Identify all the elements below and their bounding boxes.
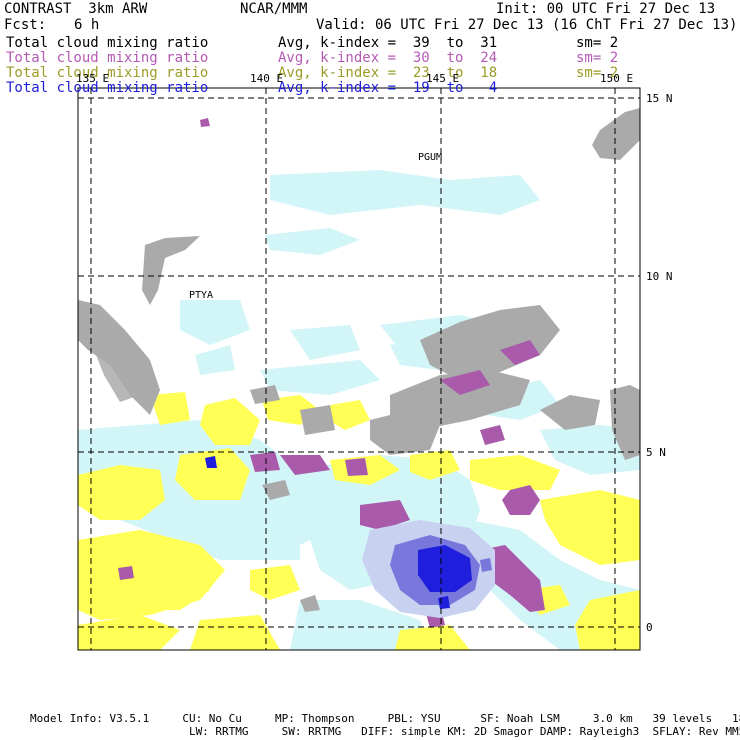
org-label: NCAR/MMM — [240, 1, 308, 17]
cloud-yellow-layer — [78, 392, 640, 650]
lat-label-0: 0 — [646, 621, 653, 634]
legend-field-2: Total cloud mixing ratio — [6, 50, 209, 66]
legend-sm-3: sm= 2 — [576, 65, 619, 81]
legend-stat-2: Avg, k-index = 30 to 24 — [278, 50, 498, 66]
lat-label-15n: 15 N — [646, 92, 673, 105]
station-pgum: PGUM — [418, 152, 443, 163]
cloud-blue-core — [205, 456, 495, 618]
legend-stat-3: Avg, k-index = 23 to 18 — [278, 65, 498, 81]
station-ptya: PTYA — [189, 290, 214, 301]
lon-label-135e: 135 E — [76, 72, 110, 85]
valid-time: Valid: 06 UTC Fri 27 Dec 13 (16 ChT Fri … — [316, 17, 738, 33]
legend-stat-4: Avg, k-index = 19 to 4 — [278, 80, 498, 96]
forecast-hour: 6 h — [74, 17, 100, 33]
init-time: Init: 00 UTC Fri 27 Dec 13 — [496, 1, 716, 17]
lon-label-145e: 145 E — [426, 72, 460, 85]
legend-field-1: Total cloud mixing ratio — [6, 35, 209, 51]
legend-field-4: Total cloud mixing ratio — [6, 80, 209, 96]
forecast-label: Fcst: — [4, 17, 47, 33]
lat-label-10n: 10 N — [646, 270, 673, 283]
lon-label-150e: 150 E — [600, 72, 634, 85]
model-title: CONTRAST 3km ARW — [4, 1, 148, 17]
model-info-line-2: LW: RRTMG SW: RRTMG DIFF: simple KM: 2D … — [30, 725, 740, 738]
lat-label-5n: 5 N — [646, 446, 666, 459]
legend-field-3: Total cloud mixing ratio — [6, 65, 209, 81]
legend-sm-2: sm= 2 — [576, 50, 619, 66]
map-frame — [77, 87, 641, 651]
model-info-line-1: Model Info: V3.5.1 CU: No Cu MP: Thompso… — [30, 712, 740, 725]
lat-lon-grid — [78, 88, 640, 650]
legend-sm-1: sm= 2 — [576, 35, 619, 51]
legend-stat-1: Avg, k-index = 39 to 31 — [278, 35, 498, 51]
lon-label-140e: 140 E — [250, 72, 284, 85]
